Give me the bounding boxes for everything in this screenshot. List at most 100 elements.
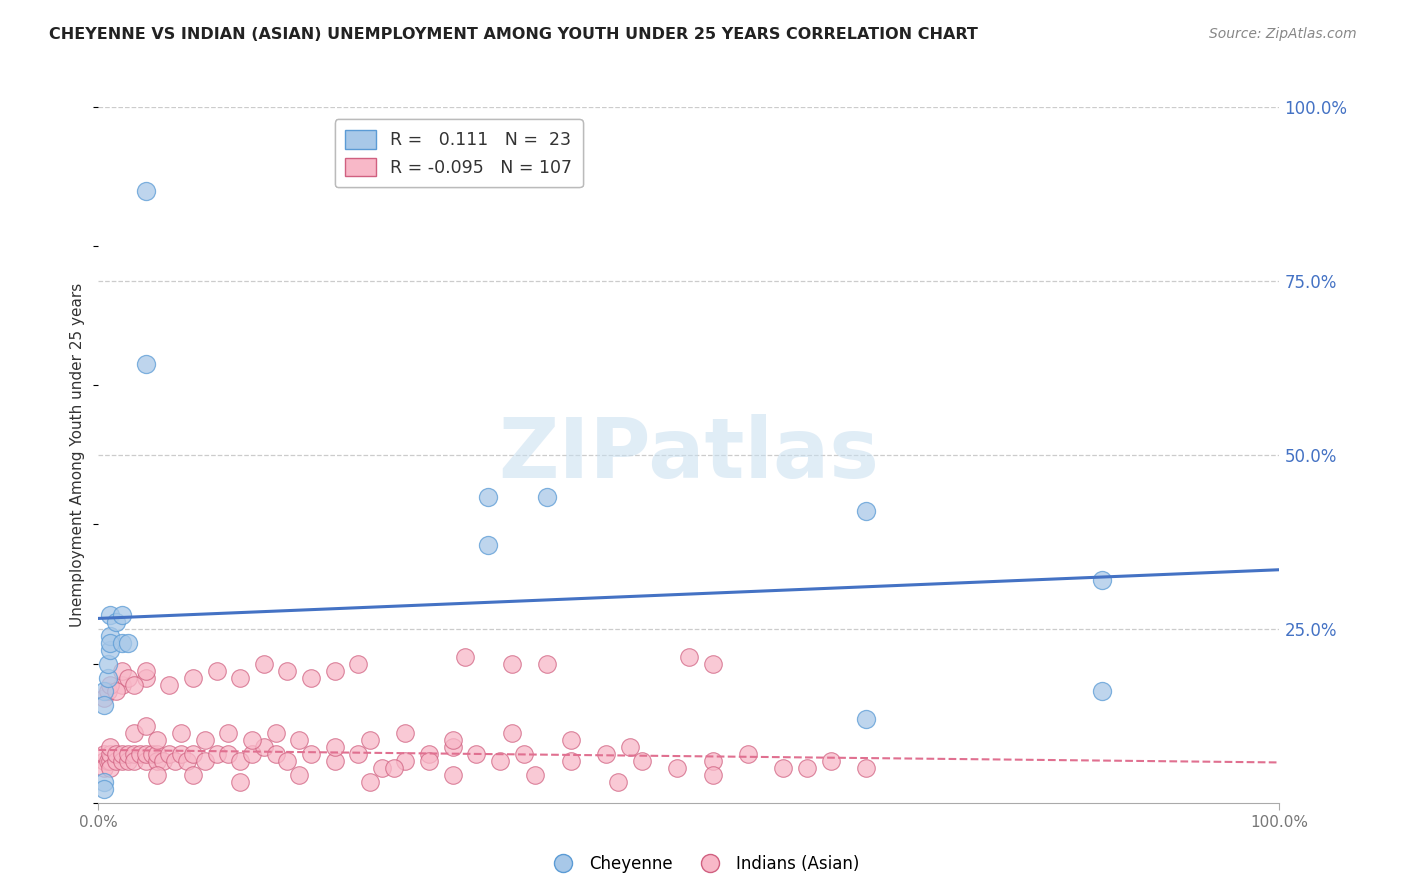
Point	[441, 733, 464, 747]
Point	[152, 754, 174, 768]
Point	[135, 664, 157, 678]
Text: CHEYENNE VS INDIAN (ASIAN) UNEMPLOYMENT AMONG YOUTH UNDER 25 YEARS CORRELATION C: CHEYENNE VS INDIAN (ASIAN) UNEMPLOYMENT …	[49, 27, 979, 42]
Point	[146, 754, 169, 768]
Point	[240, 747, 263, 761]
Point	[229, 775, 252, 789]
Point	[347, 657, 370, 671]
Point	[678, 649, 700, 664]
Point	[323, 754, 346, 768]
Point	[111, 754, 134, 768]
Point	[98, 761, 121, 775]
Point	[117, 747, 139, 761]
Point	[93, 775, 115, 789]
Point	[98, 754, 121, 768]
Point	[264, 747, 287, 761]
Point	[347, 747, 370, 761]
Point	[524, 768, 547, 782]
Point	[170, 726, 193, 740]
Point	[217, 747, 239, 761]
Point	[111, 607, 134, 622]
Point	[122, 747, 145, 761]
Point	[253, 657, 276, 671]
Point	[181, 747, 204, 761]
Point	[93, 754, 115, 768]
Point	[141, 747, 163, 761]
Point	[135, 747, 157, 761]
Point	[382, 761, 405, 775]
Point	[111, 636, 134, 650]
Point	[501, 657, 523, 671]
Point	[93, 761, 115, 775]
Point	[194, 754, 217, 768]
Point	[194, 733, 217, 747]
Point	[253, 740, 276, 755]
Point	[117, 671, 139, 685]
Point	[157, 747, 180, 761]
Point	[165, 754, 187, 768]
Point	[276, 664, 298, 678]
Point	[93, 781, 115, 796]
Point	[737, 747, 759, 761]
Point	[146, 733, 169, 747]
Point	[98, 629, 121, 643]
Point	[702, 657, 724, 671]
Point	[288, 733, 311, 747]
Point	[820, 754, 842, 768]
Point	[796, 761, 818, 775]
Point	[217, 726, 239, 740]
Text: ZIPatlas: ZIPatlas	[499, 415, 879, 495]
Point	[146, 768, 169, 782]
Point	[229, 754, 252, 768]
Point	[205, 747, 228, 761]
Point	[176, 754, 198, 768]
Point	[98, 642, 121, 657]
Point	[359, 775, 381, 789]
Legend: R =   0.111   N =  23, R = -0.095   N = 107: R = 0.111 N = 23, R = -0.095 N = 107	[335, 120, 582, 187]
Point	[453, 649, 475, 664]
Point	[855, 503, 877, 517]
Point	[855, 761, 877, 775]
Point	[477, 538, 499, 552]
Point	[181, 671, 204, 685]
Point	[1091, 684, 1114, 698]
Point	[98, 747, 121, 761]
Point	[630, 754, 652, 768]
Point	[619, 740, 641, 755]
Point	[359, 733, 381, 747]
Legend: Cheyenne, Indians (Asian): Cheyenne, Indians (Asian)	[540, 848, 866, 880]
Point	[240, 733, 263, 747]
Point	[489, 754, 512, 768]
Point	[299, 671, 322, 685]
Point	[264, 726, 287, 740]
Point	[394, 754, 416, 768]
Point	[93, 691, 115, 706]
Point	[146, 747, 169, 761]
Point	[135, 358, 157, 372]
Point	[111, 747, 134, 761]
Point	[536, 657, 558, 671]
Point	[855, 712, 877, 726]
Point	[98, 607, 121, 622]
Point	[98, 636, 121, 650]
Point	[105, 747, 128, 761]
Point	[702, 768, 724, 782]
Point	[441, 768, 464, 782]
Point	[135, 671, 157, 685]
Point	[117, 754, 139, 768]
Point	[135, 719, 157, 733]
Point	[607, 775, 630, 789]
Point	[418, 754, 440, 768]
Point	[135, 184, 157, 198]
Point	[418, 747, 440, 761]
Point	[98, 740, 121, 755]
Point	[702, 754, 724, 768]
Point	[371, 761, 394, 775]
Point	[128, 747, 150, 761]
Point	[111, 664, 134, 678]
Point	[117, 636, 139, 650]
Point	[97, 684, 120, 698]
Point	[512, 747, 534, 761]
Point	[394, 726, 416, 740]
Point	[772, 761, 794, 775]
Point	[595, 747, 617, 761]
